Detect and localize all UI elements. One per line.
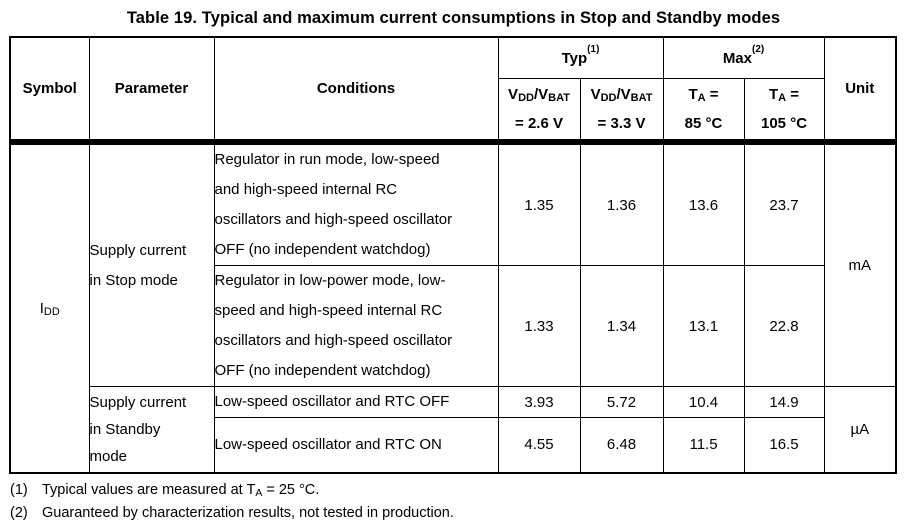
vdd-vbat-label: VDD/VBAT (508, 85, 570, 104)
unit-ua-cell: µA (823, 386, 897, 473)
vdd-vbat-label: VDD/VBAT (590, 85, 653, 104)
col-header-typ: Typ(1) (497, 36, 664, 79)
col-header-ta-85: TA = 85 °C (662, 77, 745, 143)
table-header: Symbol Parameter Conditions Typ(1) Max(2… (9, 36, 897, 143)
footnote-1-text: Typical values are measured at T (42, 481, 256, 498)
footnote-2: (2) Guaranteed by characterization result… (10, 502, 907, 522)
value-max-85: 11.5 (662, 417, 745, 473)
temperature-value: 105 °C (761, 114, 808, 132)
col-header-conditions: Conditions (213, 36, 499, 143)
condition-standby-rtc-off-cell: Low-speed oscillator and RTC OFF (213, 386, 499, 418)
value-max-105: 14.9 (743, 386, 825, 418)
typ-label: Typ (561, 49, 588, 67)
footnote-2-marker: (2) (10, 504, 28, 521)
unit-ma-cell: mA (823, 139, 897, 387)
voltage-value: = 3.3 V (597, 114, 646, 132)
parameter-standby-mode-cell: Supply current in Standby mode (88, 386, 215, 473)
current-consumption-table: Symbol Parameter Conditions Typ(1) Max(2… (9, 36, 898, 474)
table-title: Table 19. Typical and maximum current co… (126, 9, 781, 27)
value-typ-3v3: 6.48 (579, 417, 664, 473)
table-body: IDD Supply current in Stop mode Regulato… (9, 139, 897, 473)
ta-label: TA = (688, 85, 719, 104)
footnote-1-marker: (1) (10, 481, 28, 498)
condition-stop-run-cell: Regulator in run mode, low-speed and hig… (213, 139, 499, 266)
col-header-unit: Unit (823, 36, 897, 143)
footnotes: (1) Typical values are measured at TA = 2… (10, 479, 907, 522)
ta-label: TA = (768, 85, 800, 104)
col-header-vdd-3v3: VDD/VBAT = 3.3 V (579, 77, 664, 143)
parameter-stop-mode-cell: Supply current in Stop mode (88, 139, 215, 387)
col-header-symbol: Symbol (9, 36, 90, 143)
col-header-parameter: Parameter (88, 36, 215, 143)
max-label: Max (722, 49, 752, 67)
value-max-85: 13.6 (662, 139, 745, 266)
footnote-2-text: Guaranteed by characterization results, … (42, 504, 454, 521)
table-row: IDD Supply current in Stop mode Regulato… (9, 139, 897, 473)
table-row: Low-speed oscillator and RTC ON 4.55 6.4… (10, 417, 896, 473)
table-row: Supply current in Standby mode Low-speed… (10, 386, 897, 473)
condition-stop-lowpower-cell: Regulator in low-power mode, low- speed … (213, 265, 499, 387)
value-max-105: 23.7 (743, 139, 825, 266)
value-typ-3v3: 1.34 (579, 265, 664, 387)
value-max-85: 13.1 (662, 265, 745, 387)
footnote-ref-2: (2) (752, 43, 765, 55)
value-typ-2v6: 3.93 (497, 386, 581, 418)
condition-standby-rtc-on-cell: Low-speed oscillator and RTC ON (213, 417, 499, 473)
value-max-85: 10.4 (662, 386, 745, 418)
voltage-value: = 2.6 V (515, 114, 563, 132)
table-row: Regulator in low-power mode, low- speed … (10, 265, 896, 387)
value-typ-2v6: 1.33 (497, 265, 581, 387)
col-header-max: Max(2) (662, 36, 825, 79)
value-max-105: 22.8 (743, 265, 825, 387)
temperature-value: 85 °C (684, 114, 723, 132)
footnote-ref-1: (1) (587, 43, 600, 55)
value-max-105: 16.5 (743, 417, 825, 473)
value-typ-3v3: 1.36 (579, 139, 664, 266)
value-typ-2v6: 1.35 (497, 139, 581, 266)
value-typ-2v6: 4.55 (497, 417, 581, 473)
footnote-1: (1) Typical values are measured at TA = 2… (10, 479, 907, 502)
symbol-idd-cell: IDD (9, 139, 90, 473)
value-typ-3v3: 5.72 (579, 386, 664, 418)
col-header-vdd-2v6: VDD/VBAT = 2.6 V (497, 77, 581, 143)
col-header-ta-105: TA = 105 °C (743, 77, 825, 143)
